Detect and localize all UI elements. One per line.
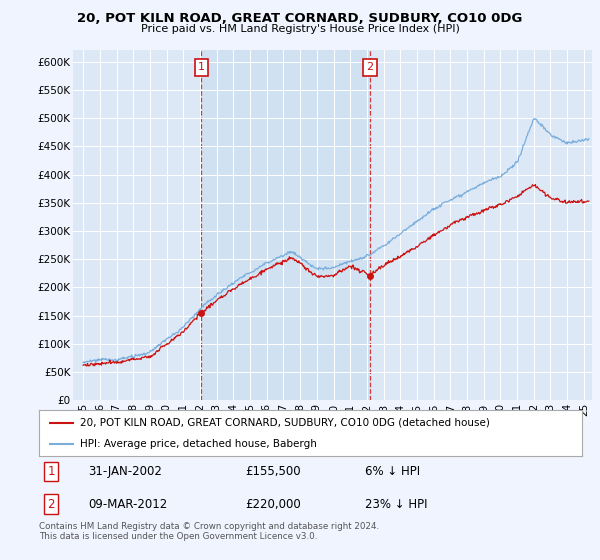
Text: 20, POT KILN ROAD, GREAT CORNARD, SUDBURY, CO10 0DG (detached house): 20, POT KILN ROAD, GREAT CORNARD, SUDBUR…	[80, 418, 490, 428]
Text: £155,500: £155,500	[245, 465, 301, 478]
Text: 23% ↓ HPI: 23% ↓ HPI	[365, 498, 427, 511]
Text: 31-JAN-2002: 31-JAN-2002	[88, 465, 162, 478]
Bar	[202, 50, 370, 400]
Text: 2: 2	[367, 62, 374, 72]
Text: 2: 2	[47, 498, 55, 511]
Text: HPI: Average price, detached house, Babergh: HPI: Average price, detached house, Babe…	[80, 439, 317, 449]
Text: 1: 1	[47, 465, 55, 478]
Text: 6% ↓ HPI: 6% ↓ HPI	[365, 465, 420, 478]
Text: Price paid vs. HM Land Registry's House Price Index (HPI): Price paid vs. HM Land Registry's House …	[140, 24, 460, 34]
Text: 1: 1	[198, 62, 205, 72]
Text: Contains HM Land Registry data © Crown copyright and database right 2024.
This d: Contains HM Land Registry data © Crown c…	[39, 522, 379, 542]
Text: 20, POT KILN ROAD, GREAT CORNARD, SUDBURY, CO10 0DG: 20, POT KILN ROAD, GREAT CORNARD, SUDBUR…	[77, 12, 523, 25]
Text: £220,000: £220,000	[245, 498, 301, 511]
Text: 09-MAR-2012: 09-MAR-2012	[88, 498, 167, 511]
